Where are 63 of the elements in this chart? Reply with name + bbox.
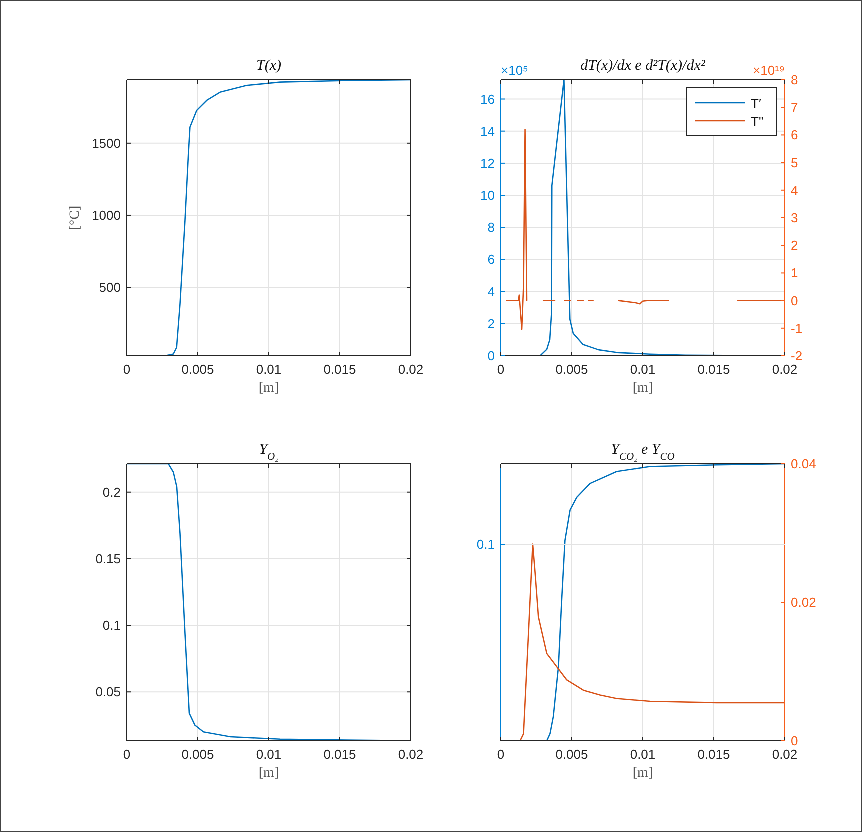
- y2-tick-label: 8: [791, 72, 798, 88]
- x-tick-label: 0.01: [256, 362, 282, 377]
- x-tick-label: 0.005: [182, 362, 214, 377]
- y-tick-label: 16: [480, 92, 495, 107]
- y-tick-label: 0.2: [102, 484, 121, 500]
- y2-tick-label: 2: [791, 238, 798, 254]
- y2-tick-label: 0.02: [791, 595, 816, 610]
- x-tick-label: 0.01: [256, 747, 282, 762]
- y2-tick-label: -2: [791, 348, 803, 364]
- y2-tick-label: 3: [791, 210, 798, 226]
- y2-tick-label: 0: [791, 734, 798, 748]
- x-tick-label: 0.01: [630, 747, 656, 762]
- x-axis-title: [m]: [632, 381, 654, 396]
- x-tick-label: 0.01: [630, 362, 656, 377]
- y-axis-title: [°C]: [68, 206, 83, 230]
- x-tick-label: 0.005: [556, 362, 588, 377]
- x-tick-label: 0.02: [398, 362, 424, 377]
- y-tick-label: 0.05: [96, 684, 121, 700]
- y-tick-label: 500: [99, 280, 121, 296]
- y2-tick-label: 6: [791, 128, 798, 143]
- x-tick-label: 0: [497, 747, 505, 762]
- chart-title: T(x): [256, 58, 282, 74]
- y-tick-label: 8: [488, 220, 495, 236]
- y-tick-label: 4: [488, 284, 495, 300]
- y2-tick-label: 0.04: [791, 456, 816, 472]
- y2-tick-label: -1: [791, 320, 803, 336]
- y2-tick-label: 1: [791, 266, 798, 281]
- text: ×10¹⁹: [753, 63, 785, 78]
- x-tick-label: 0.02: [398, 747, 424, 762]
- y-tick-label: 12: [480, 156, 495, 171]
- y-tick-label: 2: [488, 316, 495, 332]
- y-tick-label: 0.15: [96, 551, 121, 566]
- x-tick-label: 0.015: [698, 747, 730, 762]
- x-axis-title: [m]: [258, 381, 280, 396]
- y-tick-label: 14: [480, 124, 495, 139]
- y2-tick-label: 4: [791, 182, 798, 198]
- chart-title: Y$_{CO₂}$ e Y$_{CO}$: [611, 442, 676, 462]
- text: ×10⁵: [501, 63, 528, 78]
- x-tick-label: 0.02: [772, 362, 798, 377]
- y2-tick-label: 5: [791, 155, 798, 170]
- x-tick-label: 0.015: [324, 362, 356, 377]
- x-tick-label: 0: [123, 362, 131, 377]
- x-tick-label: 0: [497, 362, 505, 377]
- legend-label: T′: [751, 96, 762, 111]
- y2-tick-label: 7: [791, 100, 798, 116]
- y-tick-label: 6: [488, 252, 495, 268]
- legend-label: T": [751, 114, 764, 129]
- x-tick-label: 0.005: [556, 747, 588, 762]
- y-tick-label: 0: [488, 348, 495, 364]
- y2-tick-label: 0: [791, 293, 798, 308]
- x-tick-label: 0.015: [698, 362, 730, 377]
- x-tick-label: 0.015: [324, 747, 356, 762]
- x-axis-title: [m]: [632, 766, 654, 781]
- y-tick-label: 0.1: [102, 618, 121, 634]
- x-axis-title: [m]: [258, 766, 280, 781]
- x-tick-label: 0.005: [182, 747, 214, 762]
- y-tick-label: 1000: [92, 208, 121, 223]
- chart-title: Y$_{O₂}$: [259, 442, 280, 462]
- x-tick-label: 0: [123, 747, 131, 762]
- y-tick-label: 10: [480, 188, 495, 204]
- y-tick-label: 1500: [92, 136, 121, 151]
- x-tick-label: 0.02: [772, 747, 798, 762]
- chart-title: dT(x)/dx e d²T(x)/dx²: [580, 58, 706, 74]
